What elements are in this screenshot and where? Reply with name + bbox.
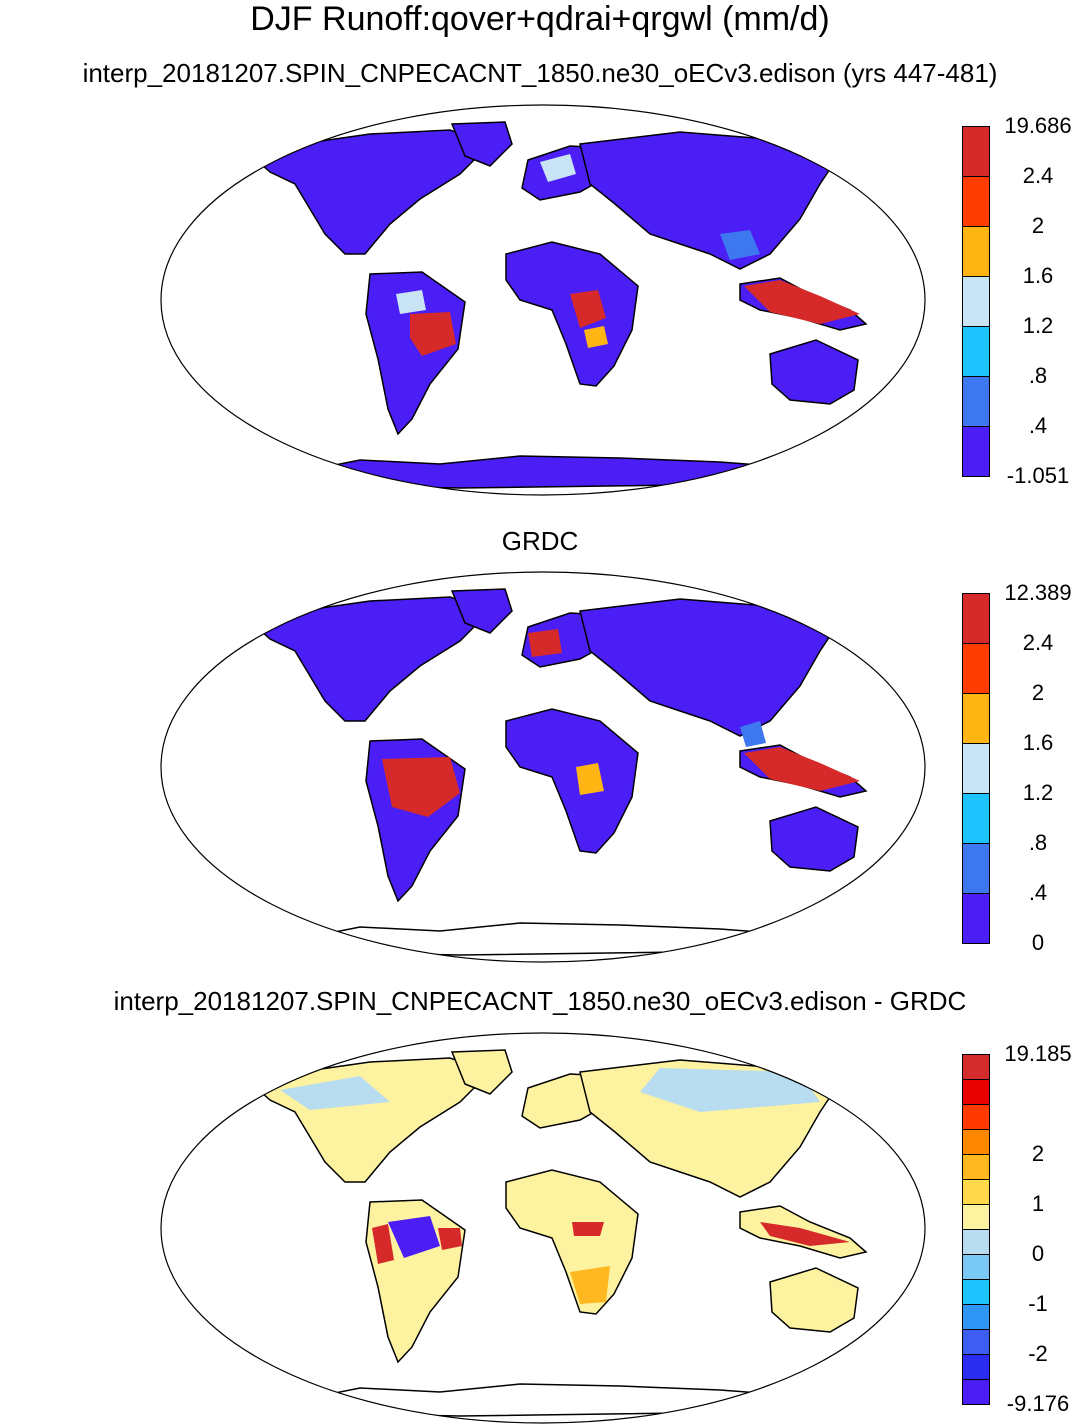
- se-brazil-light: [396, 290, 426, 314]
- colorbar-swatch: [962, 1354, 990, 1380]
- colorbar-swatch: [962, 276, 990, 327]
- africa-land: [505, 708, 639, 854]
- colorbar-label: 0: [1031, 930, 1045, 955]
- colorbar-swatch: [962, 1379, 990, 1405]
- asia-land: [579, 598, 842, 737]
- congo-positive: [572, 1222, 604, 1236]
- panel1-title: interp_20181207.SPIN_CNPECACNT_1850.ne30…: [82, 58, 998, 88]
- panel3-title: interp_20181207.SPIN_CNPECACNT_1850.ne30…: [113, 986, 967, 1016]
- map-panel-difference: [160, 1032, 926, 1424]
- map-svg-model: [160, 104, 926, 496]
- colorbar-swatch: [962, 1154, 990, 1180]
- indonesia-hotspot: [744, 280, 860, 324]
- amazon-hotspot: [382, 757, 460, 817]
- colorbar-label: 1: [1031, 1191, 1045, 1216]
- colorbar-swatch: [962, 176, 990, 227]
- colorbar-label: .8: [1028, 830, 1048, 855]
- amazon-negative: [388, 1216, 440, 1258]
- europe-light: [540, 154, 576, 182]
- colorbar-label: 1.6: [1022, 730, 1054, 755]
- north-america-land: [250, 596, 492, 722]
- africa-land: [505, 241, 639, 387]
- colorbar-label: 1.6: [1022, 263, 1054, 288]
- congo-orange: [576, 763, 604, 795]
- colorbar-swatch: [962, 1304, 990, 1330]
- colorbar-swatch: [962, 593, 990, 644]
- colorbar-swatch: [962, 743, 990, 794]
- colorbar-label: 0: [1031, 1241, 1045, 1266]
- colorbar-label: .8: [1028, 363, 1048, 388]
- colorbar-label: 1.2: [1022, 780, 1054, 805]
- colorbar-swatch: [962, 843, 990, 894]
- main-title: DJF Runoff:qover+qdrai+qrgwl (mm/d): [250, 0, 830, 38]
- colorbar-label: .4: [1028, 880, 1048, 905]
- colorbar-label: 19.185: [1004, 1041, 1072, 1066]
- colorbar-label: 12.389: [1004, 580, 1072, 605]
- colorbar-swatch: [962, 1104, 990, 1130]
- map-panel-model: [160, 104, 926, 496]
- greenland-land: [450, 1049, 513, 1095]
- colorbar-label: 2.4: [1022, 163, 1054, 188]
- colorbar-swatch: [962, 1329, 990, 1355]
- colorbar-label: 1.2: [1022, 313, 1054, 338]
- siberia-light: [640, 1068, 820, 1112]
- indonesia-positive: [760, 1222, 850, 1246]
- colorbar-swatch: [962, 1254, 990, 1280]
- australia-land: [769, 1267, 859, 1333]
- africa-land: [505, 1169, 639, 1315]
- map-panel-grdc: [160, 571, 926, 963]
- colorbar-swatch: [962, 1204, 990, 1230]
- andes-positive: [372, 1224, 394, 1264]
- colorbar-swatch: [962, 643, 990, 694]
- colorbar-label: -2: [1028, 1341, 1048, 1366]
- colorbar-swatch: [962, 326, 990, 377]
- zambia-orange: [584, 326, 608, 348]
- colorbar-swatch: [962, 1129, 990, 1155]
- australia-land: [769, 339, 859, 405]
- map-svg-grdc: [160, 571, 926, 963]
- colorbar-swatch: [962, 1229, 990, 1255]
- indonesia-hotspot: [744, 747, 860, 791]
- colorbar-swatch: [962, 126, 990, 177]
- colorbar-label: -1.051: [1006, 463, 1070, 488]
- colorbar-label: 19.686: [1004, 113, 1072, 138]
- colorbar-label: 2: [1031, 1141, 1045, 1166]
- colorbar-swatch: [962, 1054, 990, 1080]
- colorbar-label: 2: [1031, 213, 1045, 238]
- north-america-land: [250, 129, 492, 255]
- colorbar-swatch: [962, 376, 990, 427]
- s-africa-orange: [570, 1266, 610, 1304]
- nebrazil-positive: [438, 1228, 462, 1250]
- asia-land: [579, 131, 842, 270]
- colorbar-label: 2: [1031, 680, 1045, 705]
- north-america-land: [250, 1057, 492, 1183]
- se-asia-mid: [740, 721, 766, 747]
- panel2-title: GRDC: [501, 526, 579, 556]
- congo-hotspot: [570, 290, 606, 328]
- colorbar-swatch: [962, 1179, 990, 1205]
- colorbar-swatch: [962, 426, 990, 477]
- colorbar-label: 2.4: [1022, 630, 1054, 655]
- colorbar-swatch: [962, 893, 990, 944]
- colorbar-label: -9.176: [1006, 1391, 1070, 1416]
- europe-hotspot: [528, 629, 562, 657]
- colorbar-label: .4: [1028, 413, 1048, 438]
- map-frame: [160, 1032, 926, 1424]
- map-frame: [160, 571, 926, 963]
- south-asia-mid: [720, 230, 760, 260]
- greenland-land: [450, 588, 513, 634]
- map-svg-difference: [160, 1032, 926, 1424]
- colorbar-swatch: [962, 1279, 990, 1305]
- map-frame: [160, 104, 926, 496]
- canada-light: [280, 1076, 390, 1110]
- amazon-hotspot: [410, 312, 456, 356]
- colorbar-swatch: [962, 793, 990, 844]
- colorbar-label: -1: [1028, 1291, 1048, 1316]
- colorbar-swatch: [962, 226, 990, 277]
- colorbar-swatch: [962, 1079, 990, 1105]
- colorbar-swatch: [962, 693, 990, 744]
- greenland-land: [450, 121, 513, 167]
- australia-land: [769, 806, 859, 872]
